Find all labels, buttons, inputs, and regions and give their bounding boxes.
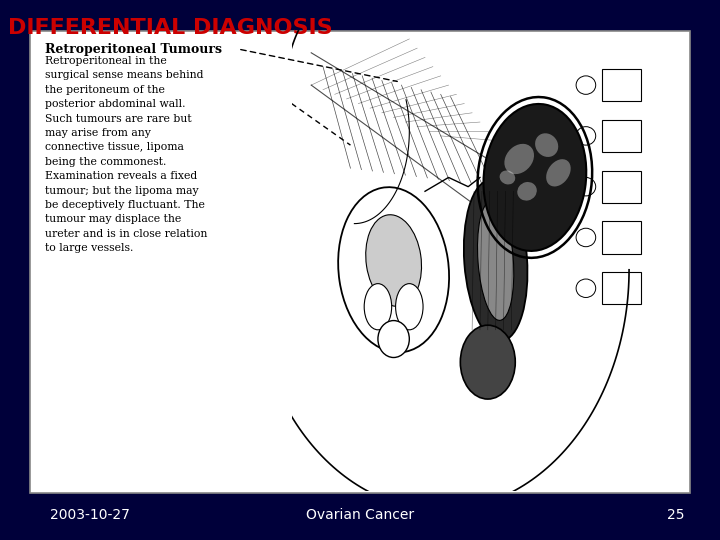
Bar — [602, 221, 641, 254]
Ellipse shape — [460, 325, 516, 399]
Ellipse shape — [484, 104, 586, 251]
Text: 2003-10-27: 2003-10-27 — [50, 508, 130, 522]
Ellipse shape — [364, 284, 392, 330]
Text: DIFFERENTIAL DIAGNOSIS: DIFFERENTIAL DIAGNOSIS — [8, 18, 333, 38]
Text: Retroperitoneal Tumours: Retroperitoneal Tumours — [45, 43, 222, 56]
Ellipse shape — [378, 321, 410, 357]
Ellipse shape — [395, 284, 423, 330]
Ellipse shape — [517, 182, 537, 200]
Text: Ovarian Cancer: Ovarian Cancer — [306, 508, 414, 522]
Bar — [602, 272, 641, 305]
FancyBboxPatch shape — [30, 31, 690, 493]
Bar — [602, 171, 641, 203]
Ellipse shape — [366, 215, 421, 306]
Bar — [602, 120, 641, 152]
Bar — [602, 69, 641, 102]
Ellipse shape — [505, 144, 534, 174]
Ellipse shape — [500, 171, 516, 185]
Ellipse shape — [338, 187, 449, 353]
Text: Retroperitoneal in the
surgical sense means behind
the peritoneum of the
posteri: Retroperitoneal in the surgical sense me… — [45, 56, 207, 253]
Ellipse shape — [477, 201, 514, 320]
Text: 25: 25 — [667, 508, 685, 522]
Ellipse shape — [464, 180, 528, 341]
Ellipse shape — [546, 159, 571, 186]
Ellipse shape — [535, 133, 558, 157]
